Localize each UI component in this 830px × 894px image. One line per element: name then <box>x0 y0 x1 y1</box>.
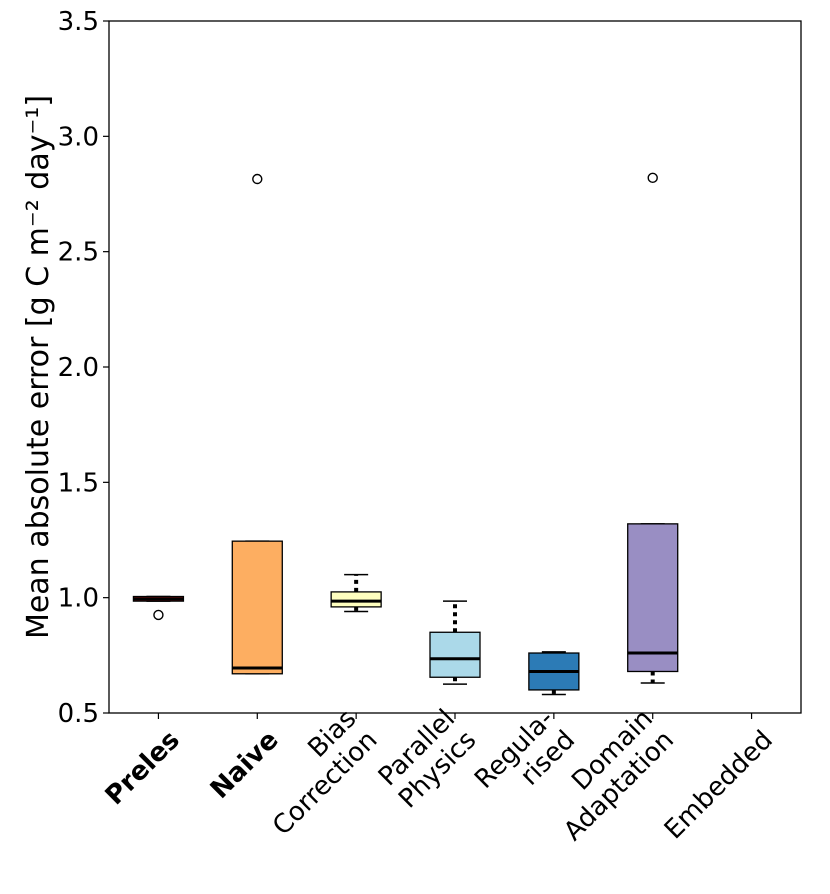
outlier-point <box>252 173 263 185</box>
box-parallel-physics <box>429 600 481 685</box>
y-tick-label: 3.0 <box>58 122 99 152</box>
y-tick-label: 2.0 <box>58 353 99 383</box>
box-regula-rised <box>528 651 580 696</box>
y-tick-label: 1.0 <box>58 584 99 614</box>
x-category-label: Preles <box>100 725 186 811</box>
x-category-label: Regula-rised <box>469 704 581 816</box>
iqr-box <box>231 540 283 675</box>
plot-frame <box>108 20 802 714</box>
iqr-box <box>429 631 481 678</box>
y-axis-title: Mean absolute error [g C m⁻² day⁻¹] <box>21 95 56 639</box>
outlier-point <box>153 609 164 621</box>
box-preles <box>132 595 185 621</box>
y-tick-label: 0.5 <box>58 699 99 729</box>
box-domain-adaptation <box>627 172 679 684</box>
x-category-label: BiasCorrection <box>246 704 384 842</box>
boxes-layer <box>132 172 679 696</box>
box-naive <box>231 173 283 675</box>
x-category-label: ParallelPhysics <box>372 704 482 814</box>
y-axis: 0.5 1.0 1.5 2.0 2.5 3.0 3.5 <box>58 7 109 729</box>
outlier-point <box>647 172 658 184</box>
y-tick-label: 1.5 <box>58 468 99 498</box>
iqr-box <box>330 591 382 608</box>
y-tick-label: 2.5 <box>58 238 99 268</box>
x-axis: Preles Naive BiasCorrectionParallelPhysics… <box>100 704 779 847</box>
iqr-box <box>627 523 679 673</box>
y-tick-label: 3.5 <box>58 7 99 37</box>
x-category-label: Naive <box>205 725 285 805</box>
x-category-label: Embedded <box>659 725 779 845</box>
box-bias-correction <box>330 573 382 613</box>
